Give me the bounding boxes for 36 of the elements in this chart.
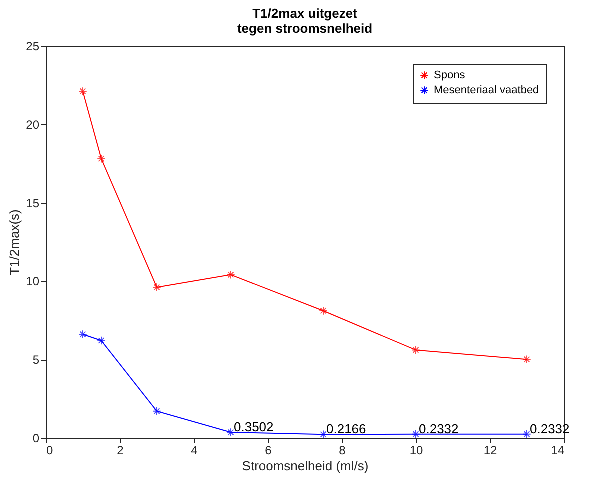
x-tick-label: 12 [484, 444, 498, 458]
point [412, 346, 420, 355]
x-tick-label: 10 [410, 444, 424, 458]
point [522, 355, 532, 364]
legend-label: Spons [434, 70, 466, 82]
y-tick-label: 10 [26, 274, 40, 289]
point [412, 430, 420, 439]
annotation: 0.2166 [326, 422, 366, 437]
x-tick-label: 0 [46, 444, 54, 458]
point [78, 87, 88, 96]
legend-label: Mesenteriaal vaatbed [434, 84, 540, 96]
annotation: 0.2332 [419, 421, 459, 436]
point [522, 430, 532, 439]
x-axis-title: Stroomsnelheid (ml/s) [242, 458, 369, 474]
point [226, 428, 236, 437]
point [97, 154, 106, 164]
point [152, 283, 162, 292]
x-tick-label: 2 [117, 444, 124, 458]
y-axis-title: T1/2max(s) [7, 210, 22, 276]
point [319, 430, 328, 439]
x-tick-label: 6 [265, 444, 272, 458]
point [97, 336, 106, 346]
y-tick-label: 20 [26, 118, 40, 132]
point [152, 406, 162, 416]
annotation: 0.3502 [234, 420, 274, 435]
chart-title: T1/2max uitgezet tegen stroomsnelheid [237, 6, 373, 36]
point [319, 306, 328, 316]
y-tick-label: 0 [32, 432, 40, 446]
point [78, 330, 88, 339]
y-tick-label: 5 [32, 353, 40, 368]
y-tick-label: 25 [26, 40, 40, 54]
point [226, 270, 236, 280]
x-tick-label: 8 [339, 444, 346, 458]
y-tick-label: 15 [26, 196, 40, 210]
x-tick-label: 4 [191, 444, 198, 458]
x-tick-label: 14 [551, 444, 565, 458]
